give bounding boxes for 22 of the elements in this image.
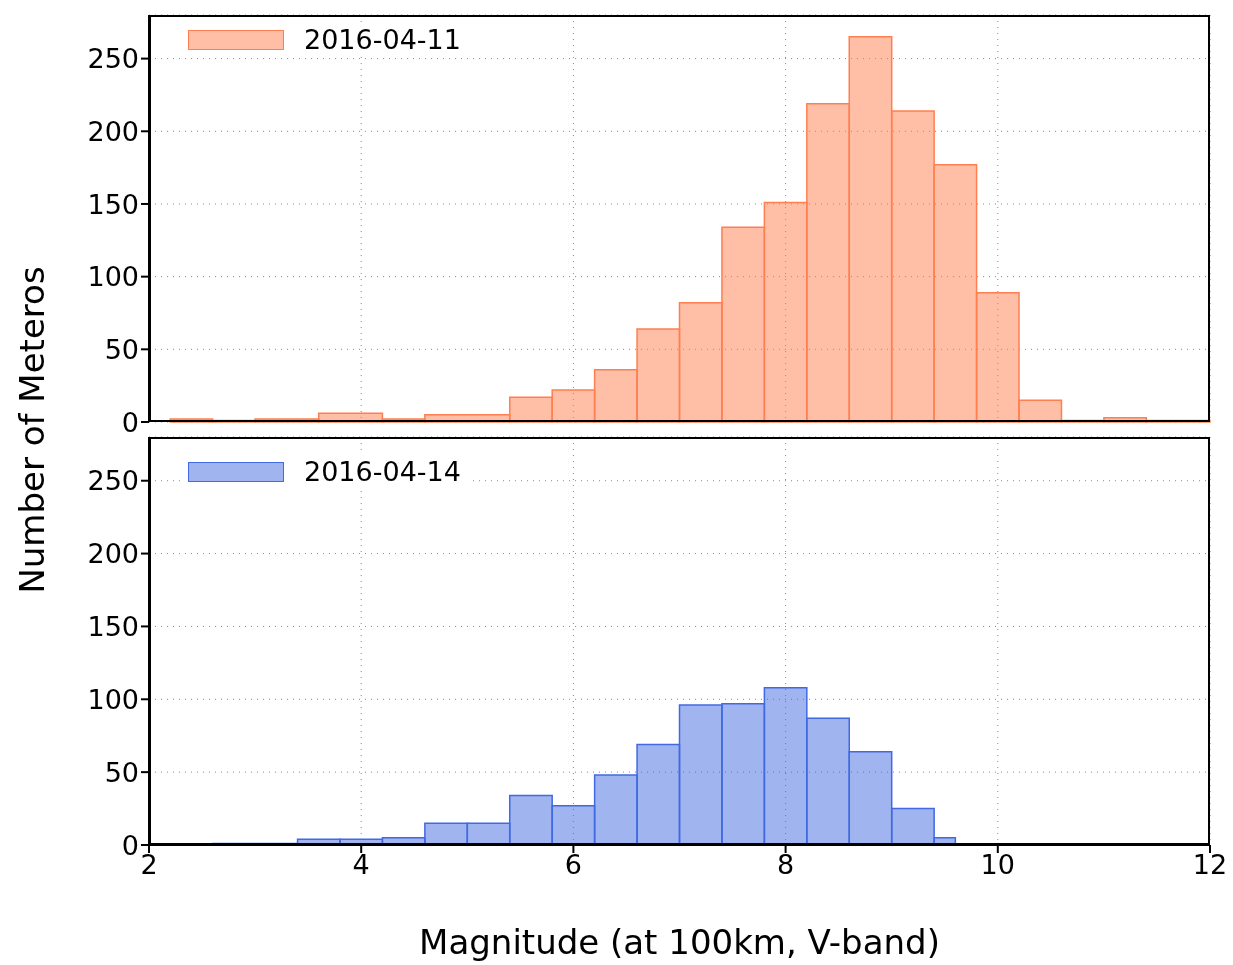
y-tick-label: 50 [104,756,139,788]
x-tick-label: 10 [980,849,1015,881]
x-tick-label: 12 [1192,849,1228,881]
x-tick-label: 6 [564,849,582,881]
y-tick-label: 250 [87,43,139,75]
x-tick-label: 4 [352,849,370,881]
y-tick-label: 50 [104,333,139,365]
y-axis-title: Number of Meteros [12,266,52,594]
legend-label: 2016-04-11 [304,24,461,55]
y-tick-label: 100 [87,261,139,293]
x-tick-label: 2 [140,849,158,881]
y-tick-label: 100 [87,683,139,715]
y-tick-label: 0 [121,829,139,861]
x-tick-label: 8 [777,849,795,881]
y-tick-label: 200 [87,538,139,570]
legend-label: 2016-04-14 [304,456,461,487]
y-tick-label: 250 [87,465,139,497]
y-tick-label: 200 [87,115,139,147]
y-tick-label: 0 [121,406,139,438]
y-tick-label: 150 [87,188,139,220]
y-tick-label: 150 [87,611,139,643]
x-axis-title: Magnitude (at 100km, V-band) [418,922,941,962]
